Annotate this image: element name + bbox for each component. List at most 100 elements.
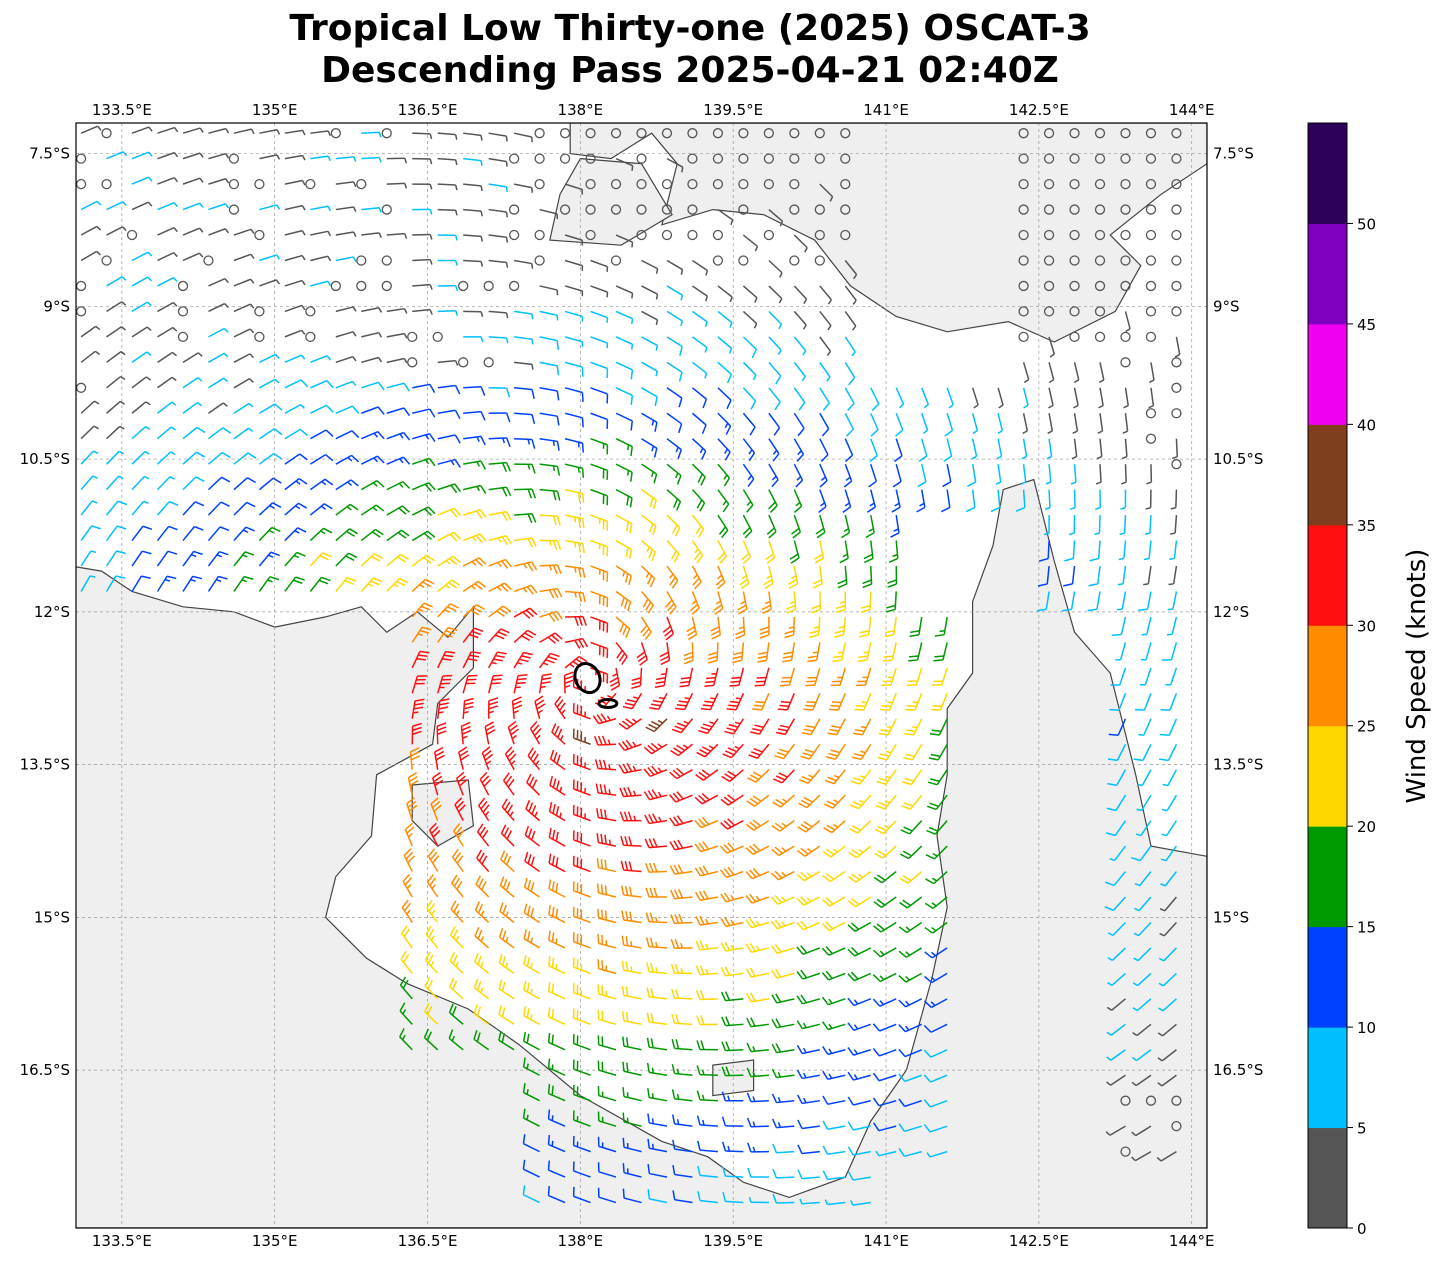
wind-barb [131,126,153,134]
wind-barb [666,285,684,301]
wind-barb [924,947,948,959]
wind-barb [878,718,897,736]
wind-barb [793,489,803,514]
wind-barb [898,1073,922,1083]
wind-barb [565,590,587,603]
wind-barb [745,942,770,953]
wind-barb [523,903,541,924]
wind-barb [425,925,439,949]
wind-barb [641,336,659,351]
wind-barb [805,667,821,687]
wind-barb [513,584,538,595]
wind-barb [771,1118,795,1129]
wind-barb [572,1135,591,1153]
wind-barb [488,628,510,643]
wind-barb [721,1116,744,1127]
wind-barb [488,651,507,669]
wind-barb [476,823,490,847]
wind-barb [590,412,609,429]
colorbar-tick-label: 10 [1357,1019,1376,1037]
wind-barb [514,512,537,524]
wind-barb [593,735,617,746]
wind-barb [898,1048,922,1058]
wind-barb-calm [687,128,698,139]
wind-barb [862,565,873,589]
lat-tick-label-right: 9°S [1213,297,1240,315]
wind-barb [844,260,858,280]
wind-barb-calm [483,280,494,292]
wind-barb [1132,972,1152,987]
wind-barb [745,967,770,978]
wind-barb [1106,1023,1126,1036]
wind-barb [923,1023,948,1033]
wind-barb-calm [407,357,418,368]
wind-barb [717,514,729,539]
wind-barb [620,860,642,873]
wind-barb [1116,591,1127,611]
wind-barb-calm [458,280,469,292]
wind-barb [713,591,724,615]
wind-barb [720,892,744,903]
wind-barb [924,921,948,934]
wind-barb-calm [1094,128,1106,139]
wind-barb [796,845,821,857]
wind-barb [641,438,658,458]
wind-barb [822,1120,846,1130]
wind-barb-calm [1094,204,1106,215]
wind-barb-calm [1069,255,1080,266]
wind-barb [1120,464,1127,485]
wind-barb [539,539,562,550]
wind-barb [564,539,585,554]
wind-barb-calm [1018,229,1029,241]
colorbar-bin [1308,826,1347,928]
wind-barb [208,178,230,185]
wind-barb [437,259,458,266]
wind-barb [1161,820,1178,837]
wind-barb [208,427,232,440]
wind-barb [773,769,795,784]
wind-barb [513,132,533,143]
wind-barb [284,527,307,542]
wind-barb [504,746,517,771]
wind-barb [696,1115,718,1127]
wind-barb [488,234,509,243]
wind-barb [1131,1125,1152,1137]
wind-barb [782,642,796,663]
wind-barb [80,475,98,491]
wind-barb [646,1012,668,1026]
wind-barb [772,1143,795,1154]
wind-barb [1117,565,1127,586]
wind-barb [1131,1150,1152,1162]
wind-barb [597,959,617,975]
wind-barb [670,743,693,757]
wind-barb [427,848,440,872]
wind-barb [865,514,875,539]
wind-barb [895,387,905,409]
wind-barb [847,1096,871,1106]
wind-barb [847,997,872,1007]
wind-barb-calm [789,255,800,266]
wind-barb [798,794,821,809]
wind-barb [1161,642,1178,661]
wind-barb [386,382,410,392]
land-arnhem-land [76,478,1207,1228]
wind-barb [233,353,255,363]
wind-barb [501,798,515,822]
lat-tick-label-left: 9°S [43,297,70,315]
wind-barb [590,387,609,404]
wind-barb-calm [101,255,112,266]
wind-barb [849,794,872,810]
wind-barb-calm [585,178,596,190]
wind-barb [746,794,770,807]
wind-barb [885,591,897,613]
wind-barb [597,1162,617,1178]
wind-barb [641,259,659,274]
wind-barb [406,797,418,821]
wind-barb-calm [763,229,775,241]
wind-barb [409,747,421,770]
wind-barb [1133,947,1152,962]
wind-barb-calm [738,178,749,190]
wind-barb [156,500,179,516]
wind-barb [615,234,634,248]
wind-barb [572,1161,591,1178]
